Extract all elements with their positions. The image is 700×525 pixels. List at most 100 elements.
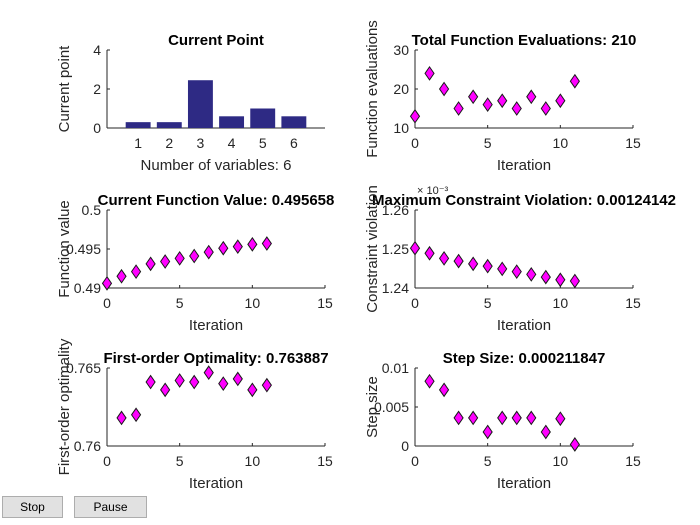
data-point-diamond [526, 89, 537, 105]
y-axis-label: First-order optimality [56, 338, 73, 475]
data-point-diamond [555, 272, 566, 288]
x-tick-label: 0 [411, 295, 419, 311]
x-tick-label: 5 [259, 135, 267, 151]
data-point-diamond [160, 254, 171, 269]
data-point-diamond [189, 374, 200, 390]
y-tick-label: 0 [93, 120, 101, 136]
y-axis-label: Function evaluations [364, 20, 381, 158]
data-point-diamond [453, 101, 464, 116]
y-tick-label: 1.26 [382, 202, 409, 218]
data-point-diamond [424, 373, 435, 389]
bar-1 [125, 122, 151, 128]
data-point-diamond [174, 373, 185, 388]
chart-title: Total Function Evaluations: 210 [412, 32, 637, 49]
data-point-diamond [511, 264, 522, 279]
y-tick-label: 2 [93, 81, 101, 97]
x-tick-label: 5 [176, 295, 184, 311]
bar-3 [187, 80, 213, 128]
data-point-diamond [247, 236, 258, 252]
x-axis-label: Number of variables: 6 [141, 157, 292, 174]
x-axis-label: Iteration [497, 317, 551, 334]
data-point-diamond [438, 250, 450, 266]
data-point-diamond [482, 258, 493, 274]
x-tick-label: 0 [411, 453, 419, 469]
y-tick-label: 0.765 [66, 360, 101, 376]
data-point-diamond [526, 266, 537, 282]
x-axis-label: Iteration [189, 475, 243, 492]
x-tick-label: 15 [625, 295, 641, 311]
pause-button[interactable]: Pause [74, 496, 147, 518]
data-point-diamond [438, 382, 450, 398]
x-tick-label: 0 [103, 295, 111, 311]
bar-6 [281, 116, 307, 128]
data-point-diamond [424, 66, 435, 81]
data-point-diamond [511, 101, 522, 116]
data-point-diamond [569, 437, 580, 452]
x-axis-label: Iteration [497, 157, 551, 174]
y-axis-label: Constraint violation [364, 185, 381, 313]
subplot-1: 1 2 3 4 5 6 0 2 4 Current Point Number of variable… [56, 32, 325, 174]
x-axis-label: Iteration [497, 475, 551, 492]
data-point-diamond [526, 410, 537, 426]
data-point-diamond [453, 410, 464, 426]
y-tick-label: 1.25 [382, 241, 409, 257]
chart-title: Maximum Constraint Violation: 0.00124142 [372, 192, 676, 209]
data-point-diamond [145, 374, 156, 390]
x-tick-label: 15 [317, 453, 333, 469]
x-tick-label: 15 [317, 295, 333, 311]
data-point-diamond [189, 248, 200, 264]
data-point-diamond [482, 97, 493, 112]
x-tick-label: 0 [103, 453, 111, 469]
y-axis-label: Function value [56, 200, 73, 298]
bar-5 [250, 108, 276, 128]
x-tick-label: 4 [228, 135, 236, 151]
y-tick-label: 1.24 [382, 280, 409, 296]
data-point-diamond [232, 371, 243, 387]
y-tick-label: 10 [393, 120, 409, 136]
data-point-diamond [569, 73, 580, 89]
y-tick-label: 0.5 [82, 202, 102, 218]
chart-title: Step Size: 0.000211847 [443, 350, 606, 367]
y-tick-label: 0 [401, 438, 409, 454]
data-point-diamond [409, 108, 421, 124]
x-tick-label: 10 [245, 295, 261, 311]
data-point-diamond [116, 410, 127, 426]
data-point-diamond [261, 377, 272, 393]
data-point-diamond [203, 365, 214, 381]
data-point-diamond [218, 240, 229, 256]
data-point-diamond [569, 273, 580, 289]
x-tick-label: 2 [165, 135, 173, 151]
data-point-diamond [540, 424, 551, 440]
data-point-diamond [497, 261, 508, 277]
data-point-diamond [540, 269, 551, 285]
data-point-diamond [130, 264, 142, 279]
y-tick-label: 0.49 [74, 280, 101, 296]
data-point-diamond [160, 382, 171, 398]
chart-title: First-order Optimality: 0.763887 [103, 350, 328, 367]
data-point-diamond [555, 411, 566, 427]
x-tick-label: 5 [484, 295, 492, 311]
data-point-diamond [247, 382, 258, 398]
data-point-diamond [261, 236, 272, 251]
x-tick-label: 1 [134, 135, 142, 151]
stop-button[interactable]: Stop [2, 496, 63, 518]
data-point-diamond [232, 239, 243, 255]
data-point-diamond [424, 245, 435, 261]
x-tick-label: 0 [411, 135, 419, 151]
y-exponent-label: × 10⁻³ [417, 185, 449, 197]
chart-title: Current Point [168, 32, 264, 49]
x-tick-label: 10 [553, 453, 569, 469]
data-point-diamond [101, 275, 113, 291]
x-tick-label: 15 [625, 453, 641, 469]
x-tick-label: 10 [553, 135, 569, 151]
x-tick-label: 15 [625, 135, 641, 151]
chart-title: Current Function Value: 0.495658 [98, 192, 335, 209]
x-axis-label: Iteration [189, 317, 243, 334]
data-point-diamond [130, 407, 142, 423]
data-point-diamond [468, 256, 479, 272]
y-axis-label: Current point [56, 45, 73, 133]
bar-2 [156, 122, 182, 128]
data-point-diamond [468, 89, 479, 105]
